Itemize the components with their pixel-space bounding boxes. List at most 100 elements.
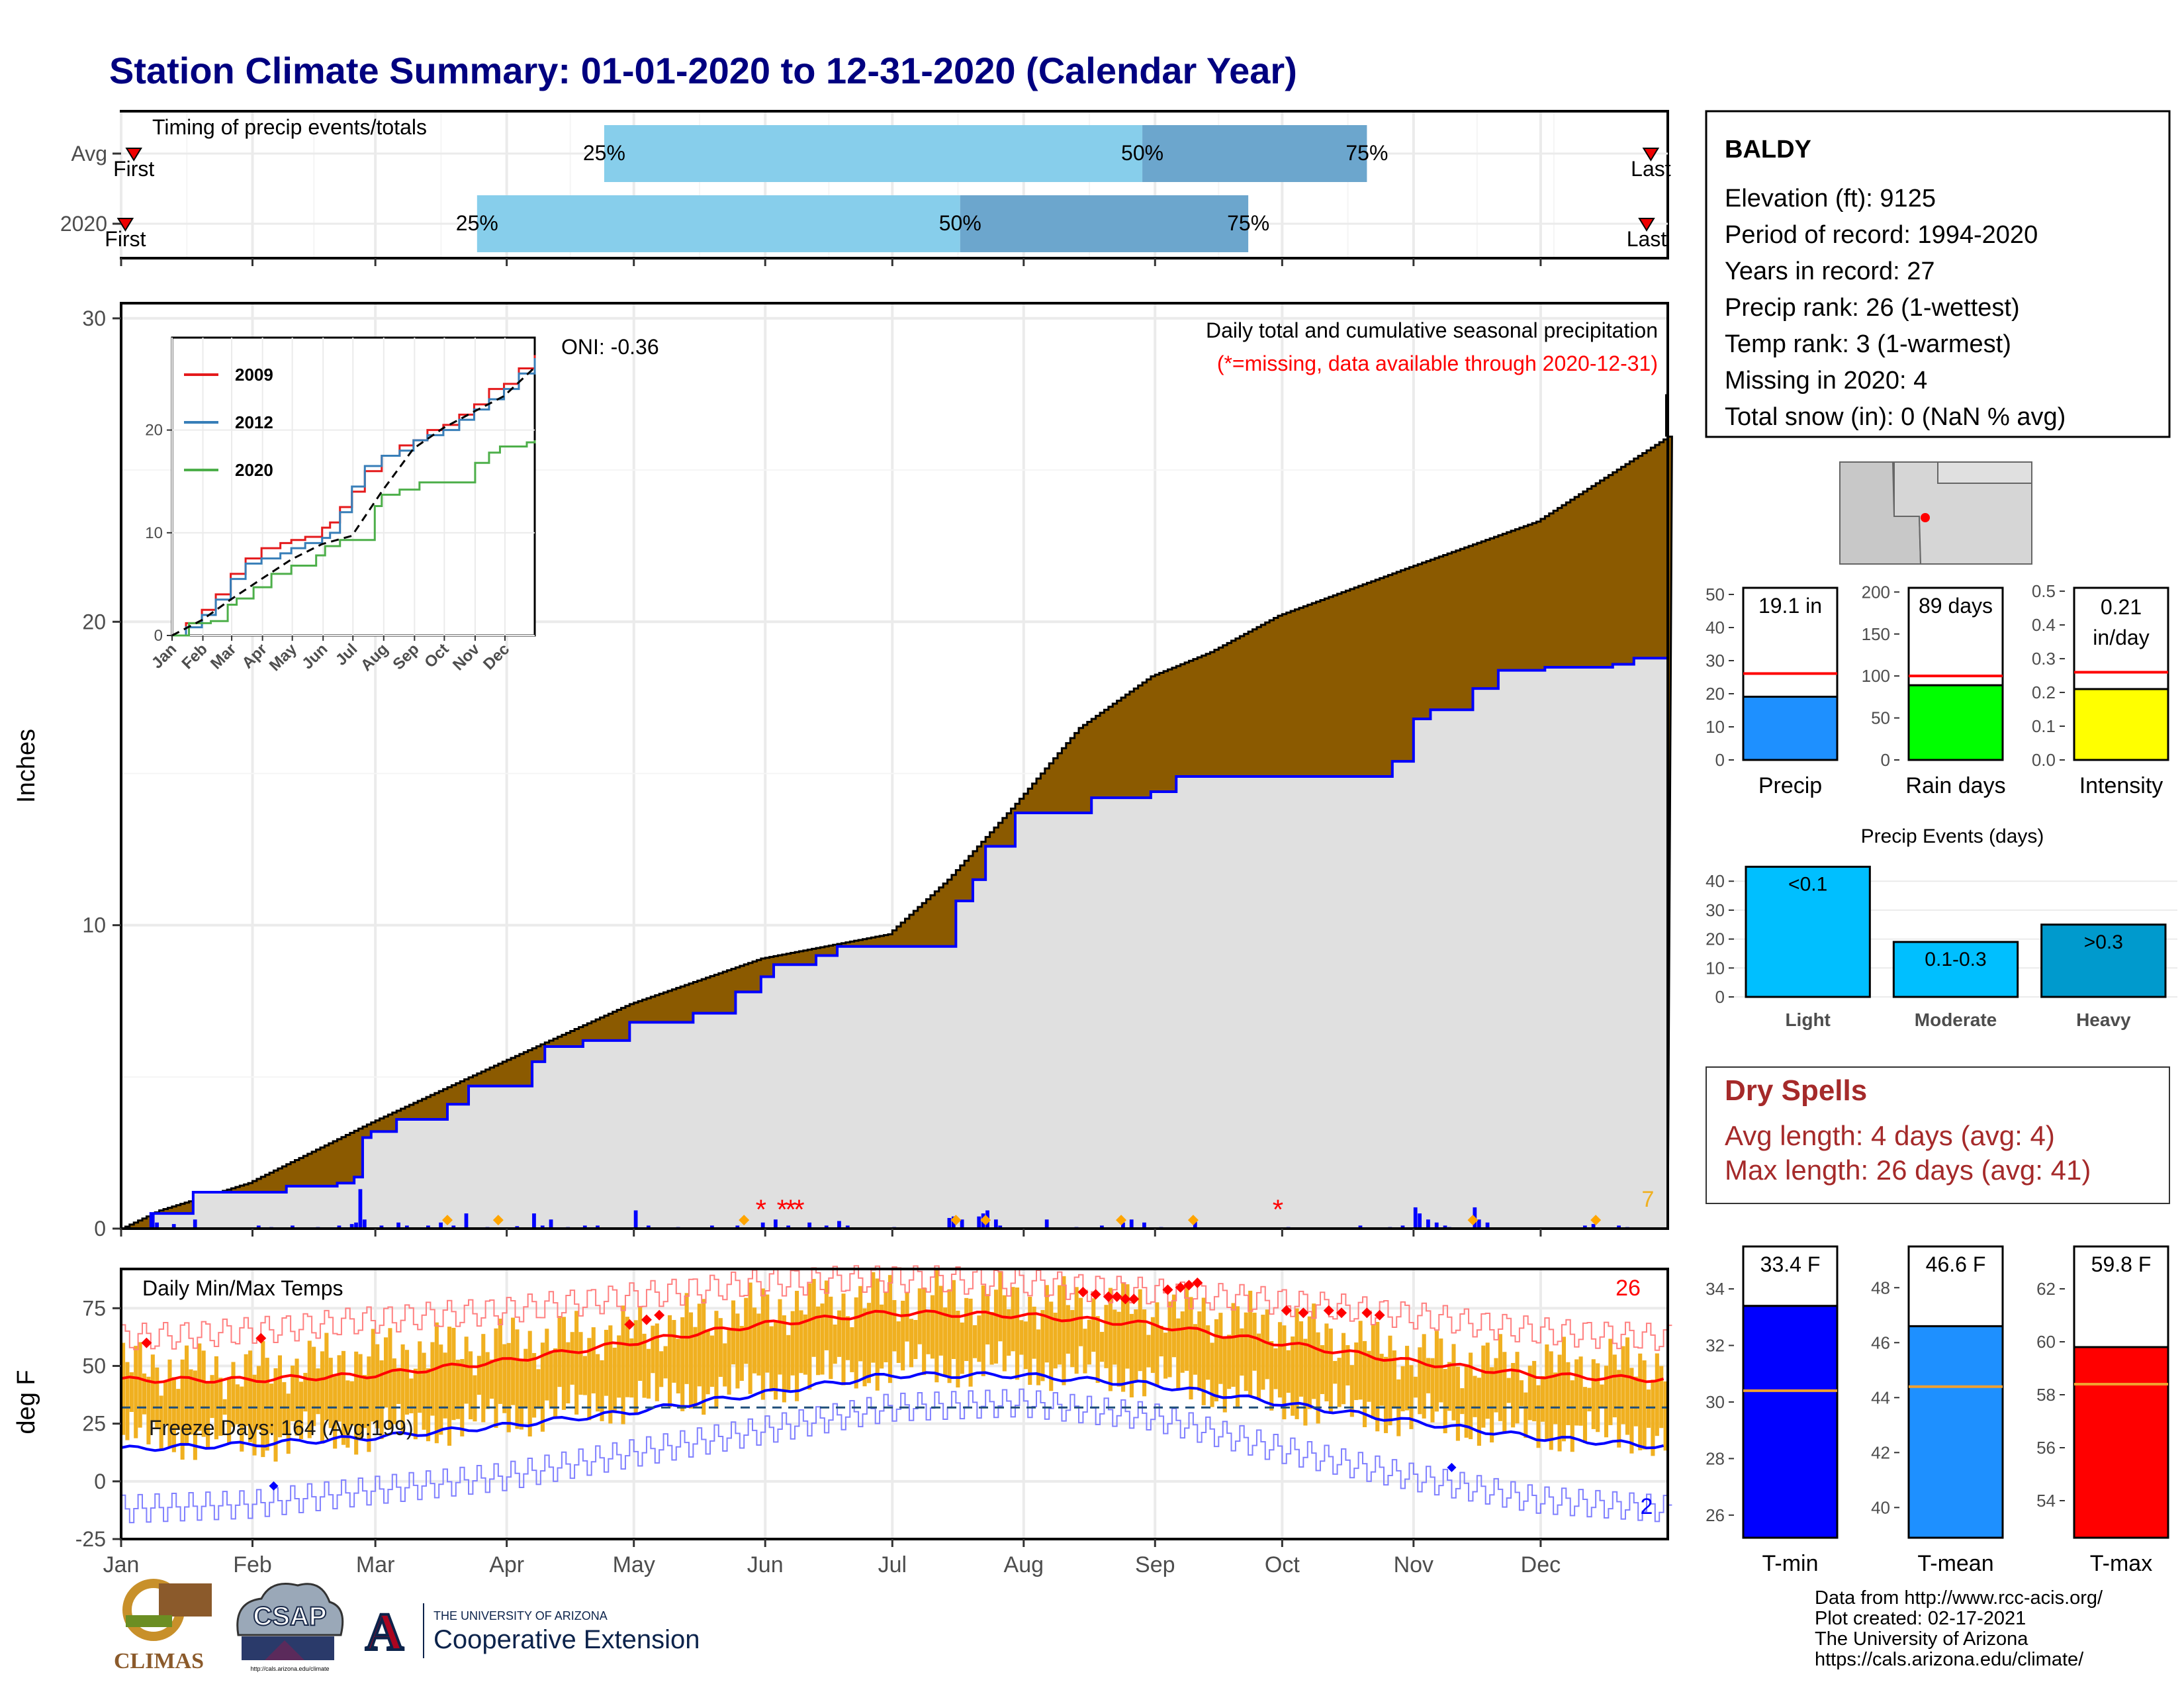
daily-temp-bar <box>1604 1366 1609 1438</box>
page-title: Station Climate Summary: 01-01-2020 to 1… <box>109 50 1297 91</box>
daily-temp-bar <box>1379 1354 1384 1406</box>
daily-temp-bar <box>1074 1287 1079 1374</box>
daily-precip-bar <box>1426 1219 1430 1229</box>
temps-ylabel: deg F <box>13 1370 40 1434</box>
daily-temp-bar <box>1477 1378 1481 1446</box>
daily-temp-bar <box>1295 1308 1299 1419</box>
daily-precip-bar <box>362 1219 367 1229</box>
daily-precip-bar <box>349 1224 354 1229</box>
daily-temp-bar <box>1524 1392 1528 1438</box>
daily-temp-bar <box>943 1307 948 1377</box>
record-high-marker <box>1090 1289 1101 1300</box>
daily-temp-bar <box>561 1317 566 1410</box>
small-value-bar <box>2073 688 2169 761</box>
daily-temp-bar <box>1481 1345 1486 1428</box>
daily-temp-bar <box>418 1341 422 1413</box>
daily-temp-bar <box>1418 1347 1422 1415</box>
daily-temp-bar <box>981 1285 985 1376</box>
daily-temp-bar <box>413 1368 418 1440</box>
inset-ytick-label: 20 <box>145 422 163 440</box>
daily-temp-bar <box>358 1354 363 1438</box>
dry-spells-max: Max length: 26 days (avg: 41) <box>1725 1154 2091 1186</box>
daily-temp-bar <box>248 1350 253 1442</box>
daily-precip-bar <box>786 1225 790 1229</box>
csap-logo-text: CSAP <box>253 1602 326 1631</box>
daily-temp-bar <box>600 1360 604 1421</box>
daily-temp-bar <box>566 1342 570 1404</box>
timing-last-marker <box>1642 148 1660 162</box>
daily-temp-bar <box>697 1303 702 1387</box>
record-high-marker <box>1120 1293 1131 1305</box>
daily-temp-bar <box>723 1343 727 1387</box>
daily-temp-bar <box>926 1309 931 1354</box>
daily-temp-bar <box>1358 1321 1363 1400</box>
small-ytick-label: 48 <box>1871 1278 1890 1297</box>
daily-temp-bar <box>1638 1353 1643 1450</box>
record-high-marker <box>1374 1309 1385 1321</box>
timing-last-marker <box>1638 218 1655 232</box>
temps-ytick-label: -25 <box>75 1527 106 1551</box>
timing-q50-label: 50% <box>939 211 981 235</box>
daily-temp-bar <box>1235 1306 1240 1407</box>
daily-precip-bar <box>998 1225 1003 1229</box>
daily-precip-bar <box>396 1222 400 1229</box>
timing-title: Timing of precip events/totals <box>152 115 427 139</box>
missing-data-marker: * <box>794 1194 804 1225</box>
daily-temp-bar <box>121 1342 126 1435</box>
precip-ylabel: Inches <box>13 729 40 803</box>
temps-ytick-label: 0 <box>94 1470 106 1493</box>
daily-temp-bar <box>1502 1352 1507 1432</box>
small-ytick-label: 40 <box>1706 618 1725 637</box>
daily-temp-bar <box>795 1291 799 1401</box>
daily-temp-bar <box>748 1282 752 1394</box>
daily-temp-bar <box>312 1346 316 1427</box>
small-value-label: 59.8 F <box>2091 1252 2152 1276</box>
daily-temp-bar <box>1633 1376 1638 1427</box>
inset-series-2020 <box>172 440 536 637</box>
events-title: Precip Events (days) <box>1861 825 2044 847</box>
daily-temp-bar <box>473 1375 477 1422</box>
event-bar-label: >0.3 <box>2084 931 2123 953</box>
daily-temp-bar <box>142 1373 147 1415</box>
daily-temp-bar <box>469 1351 473 1420</box>
small-ytick-label: 0.1 <box>2032 716 2056 736</box>
daily-temp-bar <box>345 1380 350 1448</box>
daily-temp-bar <box>502 1344 507 1413</box>
small-xlabel: Intensity <box>2079 773 2163 798</box>
daily-temp-bar <box>934 1269 939 1383</box>
small-ytick-label: 26 <box>1706 1505 1725 1525</box>
daily-temp-bar <box>1587 1387 1592 1412</box>
daily-temp-bar <box>1116 1311 1121 1387</box>
daily-temp-bar <box>854 1297 858 1389</box>
daily-temp-bar <box>629 1338 634 1398</box>
timing-bar-q25-q50 <box>477 195 960 252</box>
daily-temp-bar <box>1040 1309 1045 1382</box>
daily-temp-bar <box>1642 1360 1647 1450</box>
heavy-precip-marker <box>950 1215 962 1226</box>
inset-series-2012 <box>172 358 536 637</box>
daily-precip-bar <box>633 1210 638 1229</box>
daily-temp-bar <box>744 1297 749 1364</box>
daily-precip-bar <box>464 1213 469 1229</box>
daily-temp-bar <box>532 1352 537 1418</box>
daily-temp-bar <box>1058 1285 1062 1365</box>
daily-temp-bar <box>1032 1306 1036 1359</box>
month-xtick-label: Apr <box>489 1552 524 1577</box>
daily-temp-bar <box>1201 1297 1206 1405</box>
daily-temp-bar <box>240 1386 244 1452</box>
daily-temp-bar <box>985 1293 990 1345</box>
daily-precip-bar <box>379 1225 384 1229</box>
daily-temp-bar <box>515 1329 520 1429</box>
small-ytick-label: 50 <box>1871 708 1890 728</box>
daily-temp-bar <box>303 1372 308 1412</box>
daily-precip-bar <box>1434 1222 1439 1229</box>
daily-temp-bar <box>1320 1345 1325 1394</box>
daily-precip-bar <box>171 1224 176 1229</box>
daily-precip-bar <box>540 1225 545 1229</box>
daily-precip-bar <box>845 1225 850 1229</box>
daily-precip-bar <box>1477 1219 1481 1229</box>
station-info-box: BALDY Elevation (ft): 9125 Period of reco… <box>1705 110 2171 438</box>
small-ytick-label: 0.0 <box>2032 750 2056 770</box>
event-bar-moderate <box>1892 941 2019 998</box>
